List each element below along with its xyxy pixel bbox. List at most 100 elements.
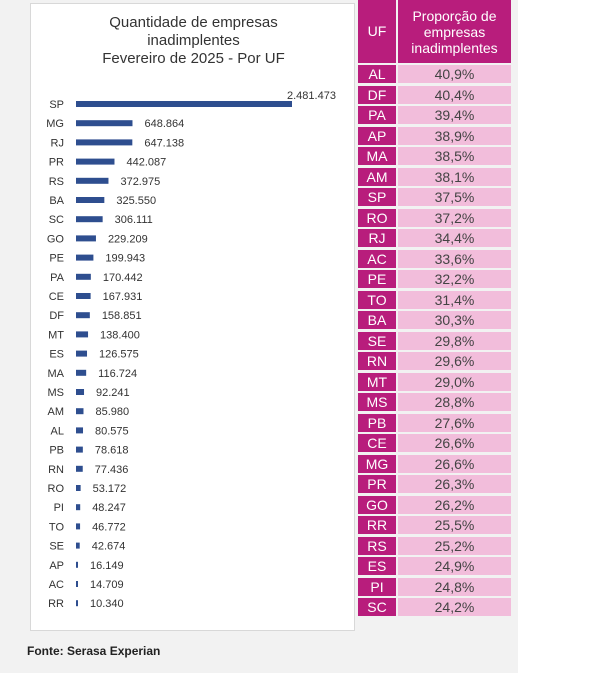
category-label: MT — [48, 329, 64, 341]
category-label: PB — [49, 445, 64, 457]
bar — [76, 465, 83, 472]
uf-cell: AP — [358, 126, 396, 145]
proportion-cell: 40,9% — [398, 65, 511, 83]
proportion-cell: 25,2% — [398, 536, 511, 555]
uf-cell: AL — [358, 65, 396, 83]
value-label: 325.550 — [116, 195, 156, 207]
bar — [76, 389, 85, 395]
category-label: SC — [49, 214, 64, 226]
category-label: DF — [49, 310, 64, 322]
value-label: 46.772 — [92, 521, 126, 533]
category-label: GO — [47, 233, 65, 245]
value-label: 199.943 — [105, 253, 145, 265]
bar-chart: SP 2.481.473 MG 648.864 RJ 647.138 PR 442.087 RS… — [46, 90, 336, 610]
value-label: 53.172 — [93, 483, 127, 495]
bar — [76, 446, 83, 453]
bar — [76, 561, 78, 568]
value-label: 2.481.473 — [287, 90, 336, 102]
bar — [76, 101, 292, 107]
uf-cell: PA — [358, 106, 396, 124]
bar — [76, 158, 115, 165]
bar — [76, 350, 88, 357]
bar — [76, 600, 78, 607]
value-label: 48.247 — [92, 502, 126, 514]
bar — [76, 139, 133, 146]
proportion-cell: 24,9% — [398, 557, 511, 575]
uf-cell: CE — [358, 434, 396, 452]
uf-cell: PI — [358, 577, 396, 596]
bar — [76, 369, 87, 376]
value-label: 14.709 — [90, 579, 124, 591]
proportion-cell: 24,8% — [398, 577, 511, 596]
category-label: RN — [48, 464, 64, 476]
category-label: PE — [49, 253, 64, 265]
uf-cell: MA — [358, 147, 396, 165]
proportion-cell: 32,2% — [398, 270, 511, 288]
proportion-cell: 29,0% — [398, 372, 511, 391]
value-label: 92.241 — [96, 387, 130, 399]
uf-cell: MT — [358, 372, 396, 391]
value-label: 648.864 — [144, 118, 184, 130]
uf-cell: PR — [358, 475, 396, 493]
proportion-cell: 38,1% — [398, 167, 511, 186]
value-label: 138.400 — [100, 329, 140, 341]
proportion-cell: 33,6% — [398, 249, 511, 268]
value-label: 85.980 — [95, 406, 129, 418]
uf-cell: PB — [358, 413, 396, 432]
category-label: SE — [49, 541, 64, 553]
source-note: Fonte: Serasa Experian — [27, 644, 161, 658]
chart-title: Quantidade de empresas inadimplentes Fev… — [102, 14, 285, 67]
table-header-uf: UF — [358, 0, 396, 63]
value-label: 77.436 — [95, 464, 129, 476]
category-label: MG — [46, 118, 64, 130]
category-label: BA — [49, 195, 64, 207]
category-label: RR — [48, 598, 64, 610]
category-label: AL — [51, 425, 64, 437]
uf-cell: AC — [358, 249, 396, 268]
figure-background: Quantidade de empresas inadimplentes Fev… — [0, 0, 518, 673]
value-label: 80.575 — [95, 425, 129, 437]
category-label: TO — [49, 521, 65, 533]
bar — [76, 235, 96, 242]
uf-cell: MG — [358, 454, 396, 473]
bar — [76, 254, 94, 261]
uf-cell: DF — [358, 85, 396, 104]
proportion-cell: 26,3% — [398, 475, 511, 493]
category-label: PA — [50, 272, 65, 284]
proportion-cell: 28,8% — [398, 393, 511, 411]
bar — [76, 331, 89, 338]
uf-cell: RS — [358, 536, 396, 555]
bar — [76, 485, 81, 491]
value-label: 10.340 — [90, 598, 124, 610]
uf-cell: ES — [358, 557, 396, 575]
proportion-cell: 37,2% — [398, 208, 511, 227]
proportion-cell: 24,2% — [398, 598, 511, 616]
uf-cell: RJ — [358, 229, 396, 247]
category-label: AP — [49, 560, 64, 572]
uf-cell: TO — [358, 290, 396, 309]
value-label: 42.674 — [92, 541, 126, 553]
bar — [76, 293, 91, 299]
uf-cell: SP — [358, 188, 396, 206]
proportion-cell: 30,3% — [398, 311, 511, 329]
value-label: 306.111 — [115, 214, 153, 226]
value-label: 126.575 — [99, 349, 139, 361]
category-label: RS — [49, 176, 64, 188]
category-label: RJ — [51, 137, 64, 149]
uf-cell: RR — [358, 516, 396, 534]
proportion-cell: 27,6% — [398, 413, 511, 432]
value-label: 167.931 — [103, 291, 143, 303]
category-label: SP — [49, 99, 64, 111]
bar-chart-panel: Quantidade de empresas inadimplentes Fev… — [30, 3, 355, 631]
value-label: 442.087 — [126, 157, 166, 169]
value-label: 158.851 — [102, 310, 142, 322]
category-label: CE — [49, 291, 64, 303]
uf-cell: PE — [358, 270, 396, 288]
proportion-cell: 34,4% — [398, 229, 511, 247]
value-label: 116.724 — [98, 368, 137, 380]
proportion-cell: 26,2% — [398, 495, 511, 514]
bar — [76, 523, 81, 530]
bar — [76, 216, 103, 223]
bar — [76, 427, 84, 434]
proportion-cell: 38,5% — [398, 147, 511, 165]
